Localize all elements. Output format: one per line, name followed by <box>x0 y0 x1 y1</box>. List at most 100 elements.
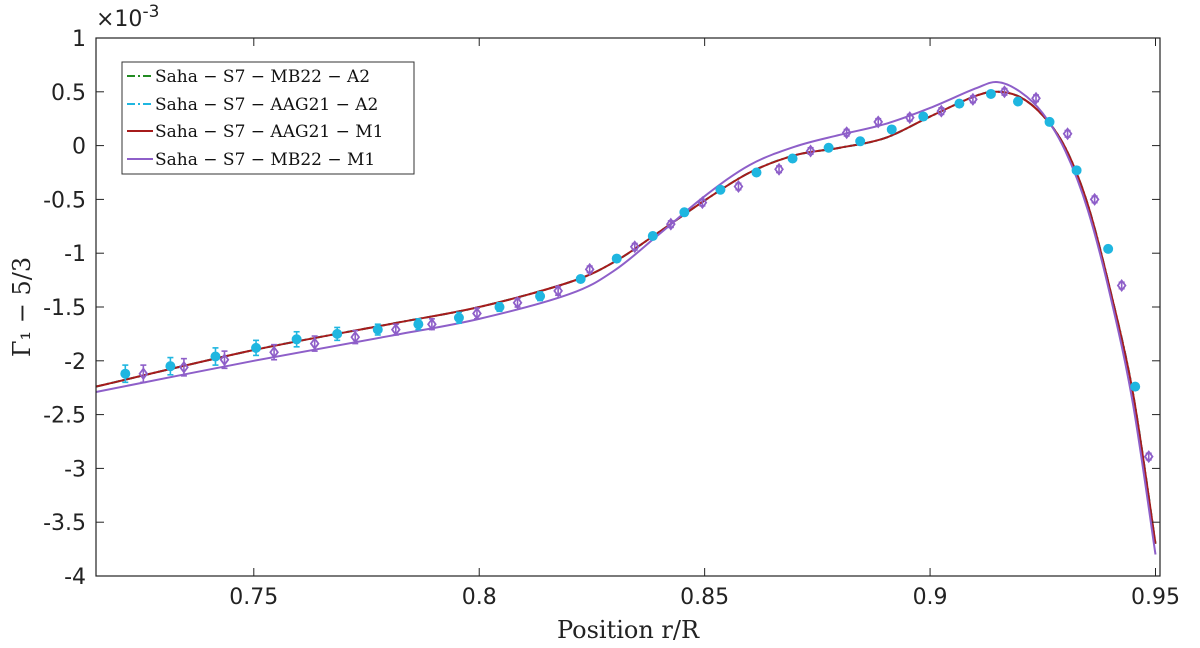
y-tick-label: -3 <box>64 457 86 482</box>
observation-circle <box>647 230 658 241</box>
marker-circle <box>611 253 622 264</box>
y-tick-label: -1.5 <box>43 296 86 321</box>
observation-circle <box>165 356 176 376</box>
observation-circle <box>332 326 343 342</box>
y-tick-label: -4 <box>64 565 86 590</box>
y-axis-title: Γ₁ − 5/3 <box>8 257 36 357</box>
marker-diamond <box>629 240 640 254</box>
observation-diamond <box>219 350 230 370</box>
exponent-label: ×10-3 <box>96 2 159 32</box>
observation-circle <box>787 153 798 164</box>
observation-diamond <box>512 296 523 310</box>
observation-diamond <box>774 162 784 176</box>
marker-circle <box>372 324 383 335</box>
observation-circle <box>120 364 131 384</box>
marker-circle <box>886 124 897 135</box>
observation-circle <box>918 111 929 122</box>
observation-diamond <box>309 335 320 352</box>
observation-circle <box>1071 165 1082 176</box>
series-line-4 <box>95 81 1157 555</box>
observation-circle <box>985 88 996 99</box>
marker-circle <box>787 153 798 164</box>
ticks-layer: 0.75 0.8 0.85 0.9 0.95 1 0.5 0 -0.5 -1 -1.5 -2 -2.5 -… <box>43 27 1180 610</box>
x-tick-label: 0.9 <box>913 585 948 610</box>
legend-entry-1: Saha − S7 − MB22 − A2 <box>127 67 370 87</box>
observation-diamond <box>1116 278 1127 292</box>
observation-circle <box>453 311 464 324</box>
observation-diamond <box>350 329 361 345</box>
marker-circle <box>855 136 866 147</box>
y-tick-label: -2.5 <box>43 404 86 429</box>
marker-circle <box>1044 116 1055 127</box>
observation-circle <box>751 167 762 178</box>
observation-circle <box>715 184 726 195</box>
marker-diamond <box>1116 278 1127 292</box>
marker-diamond <box>427 317 437 331</box>
marker-circle <box>535 291 546 302</box>
x-tick-label: 0.8 <box>462 585 497 610</box>
observation-circle <box>575 274 586 285</box>
marker-circle <box>332 328 343 339</box>
observation-diamond <box>269 343 279 361</box>
marker-diamond <box>1143 450 1154 464</box>
observation-diamond <box>390 323 401 337</box>
observation-diamond <box>968 92 978 106</box>
marker-diamond <box>472 306 482 320</box>
legend-label-3: Saha − S7 − AAG21 − M1 <box>155 122 383 142</box>
marker-diamond <box>512 296 523 310</box>
legend-entry-2: Saha − S7 − AAG21 − A2 <box>127 95 378 115</box>
observation-diamond <box>904 111 915 125</box>
observation-circle <box>855 136 866 147</box>
observation-circle <box>210 347 221 366</box>
observation-diamond <box>584 262 595 276</box>
marker-diamond <box>1062 127 1073 141</box>
observation-diamond <box>1089 192 1100 206</box>
marker-circle <box>494 302 505 312</box>
x-tick-label: 0.85 <box>680 585 729 610</box>
observation-diamond <box>1062 127 1073 141</box>
marker-circle <box>1012 96 1023 107</box>
observation-circle <box>372 323 383 336</box>
observation-diamond <box>1143 450 1154 464</box>
marker-diamond <box>904 111 915 125</box>
marker-circle <box>1130 381 1141 392</box>
marker-diamond <box>179 360 189 374</box>
marker-diamond <box>805 144 816 158</box>
observation-diamond <box>873 115 884 129</box>
observation-diamond <box>805 144 816 158</box>
marker-diamond <box>350 330 361 344</box>
x-tick-label: 0.95 <box>1131 585 1180 610</box>
marker-circle <box>251 342 262 353</box>
marker-circle <box>575 274 586 285</box>
legend-entry-4: Saha − S7 − MB22 − M1 <box>127 150 375 170</box>
observation-diamond <box>841 126 852 140</box>
observation-diamond <box>697 196 708 210</box>
observation-diamond <box>472 306 482 320</box>
observation-circle <box>886 124 897 135</box>
y-tick-label: -2 <box>64 350 86 375</box>
x-tick-label: 0.75 <box>229 585 278 610</box>
y-tick-label: 0.5 <box>51 81 86 106</box>
y-tick-label: -3.5 <box>43 511 86 536</box>
marker-circle <box>679 207 690 218</box>
marker-diamond <box>269 345 279 359</box>
marker-diamond <box>1031 91 1041 105</box>
observation-circle <box>251 339 262 357</box>
observation-circle <box>291 330 302 348</box>
marker-diamond <box>697 196 708 210</box>
marker-diamond <box>968 92 978 106</box>
exponent-base: ×10 <box>96 7 142 32</box>
legend: Saha − S7 − MB22 − A2 Saha − S7 − AAG21 … <box>121 61 415 175</box>
y-tick-label: -0.5 <box>43 188 86 213</box>
observations-layer <box>120 85 1154 464</box>
marker-circle <box>291 334 302 345</box>
observation-circle <box>823 142 834 153</box>
observation-diamond <box>936 104 947 118</box>
y-tick-label: -1 <box>64 242 86 267</box>
marker-diamond <box>936 104 947 118</box>
marker-circle <box>823 142 834 153</box>
marker-diamond <box>665 217 676 231</box>
marker-diamond <box>309 337 320 351</box>
observation-circle <box>954 98 965 109</box>
